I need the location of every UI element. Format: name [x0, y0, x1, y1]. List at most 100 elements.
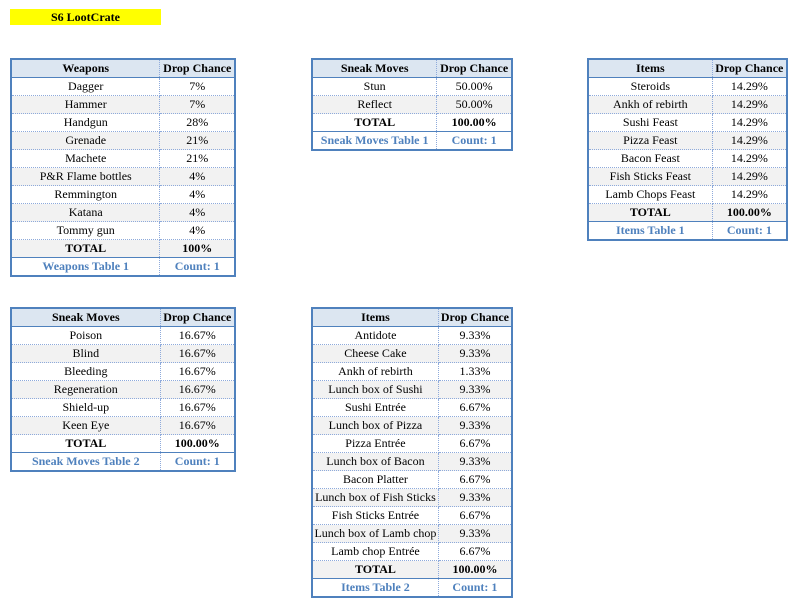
header-cell: Drop Chance [159, 58, 236, 78]
data-row: Machete 21% [10, 149, 236, 168]
footer-cell: Count: 1 [159, 452, 236, 472]
data-row: Hammer 7% [10, 95, 236, 114]
data-row: Steroids 14.29% [587, 77, 788, 96]
cell: 6.67% [437, 434, 513, 453]
data-row: Handgun 28% [10, 113, 236, 132]
cell: Machete [10, 149, 161, 168]
data-row: Cheese Cake 9.33% [311, 344, 513, 363]
cell: 4% [159, 185, 236, 204]
footer-cell: Count: 1 [159, 257, 236, 277]
total-cell: TOTAL [10, 239, 161, 258]
footer-cell: Count: 1 [436, 131, 513, 151]
drop-table: Sneak Moves Drop Chance Poison 16.67% Blind 1… [10, 307, 236, 472]
sheet-title: S6 LootCrate [10, 9, 161, 25]
cell: 14.29% [711, 77, 788, 96]
cell: 14.29% [711, 167, 788, 186]
cell: Sushi Entrée [311, 398, 439, 417]
cell: 16.67% [159, 362, 236, 381]
data-row: Remmington 4% [10, 185, 236, 204]
data-row: Bacon Feast 14.29% [587, 149, 788, 168]
data-row: Stun 50.00% [311, 77, 513, 96]
cell: 7% [159, 95, 236, 114]
header-cell: Drop Chance [159, 307, 236, 327]
cell: Lunch box of Sushi [311, 380, 439, 399]
header-row: Items Drop Chance [587, 58, 788, 78]
data-row: Pizza Entrée 6.67% [311, 434, 513, 453]
cell: 16.67% [159, 416, 236, 435]
data-row: Sushi Entrée 6.67% [311, 398, 513, 417]
data-row: Pizza Feast 14.29% [587, 131, 788, 150]
total-cell: 100.00% [711, 203, 788, 222]
cell: Keen Eye [10, 416, 161, 435]
data-row: Lunch box of Bacon 9.33% [311, 452, 513, 471]
header-cell: Drop Chance [711, 58, 788, 78]
data-row: Lunch box of Pizza 9.33% [311, 416, 513, 435]
header-cell: Sneak Moves [10, 307, 161, 327]
total-cell: TOTAL [311, 560, 439, 579]
footer-cell: Sneak Moves Table 1 [311, 131, 438, 151]
data-row: Blind 16.67% [10, 344, 236, 363]
total-row: TOTAL 100.00% [311, 560, 513, 579]
cell: Handgun [10, 113, 161, 132]
footer-cell: Weapons Table 1 [10, 257, 161, 277]
footer-cell: Sneak Moves Table 2 [10, 452, 161, 472]
cell: Remmington [10, 185, 161, 204]
cell: Fish Sticks Feast [587, 167, 713, 186]
cell: 14.29% [711, 131, 788, 150]
cell: 16.67% [159, 380, 236, 399]
cell: 50.00% [436, 95, 513, 114]
footer-row: Items Table 1 Count: 1 [587, 221, 788, 241]
cell: Tommy gun [10, 221, 161, 240]
header-row: Weapons Drop Chance [10, 58, 236, 78]
total-cell: TOTAL [587, 203, 713, 222]
cell: Poison [10, 326, 161, 345]
cell: 9.33% [437, 344, 513, 363]
drop-table: Items Drop Chance Antidote 9.33% Cheese Cake… [311, 307, 513, 598]
drop-table: Items Drop Chance Steroids 14.29% Ankh of re… [587, 58, 788, 241]
header-cell: Weapons [10, 58, 161, 78]
cell: Lamb chop Entrée [311, 542, 439, 561]
data-row: Katana 4% [10, 203, 236, 222]
cell: Stun [311, 77, 438, 96]
cell: Dagger [10, 77, 161, 96]
data-row: Ankh of rebirth 1.33% [311, 362, 513, 381]
footer-cell: Count: 1 [711, 221, 788, 241]
footer-cell: Count: 1 [437, 578, 513, 598]
total-cell: TOTAL [311, 113, 438, 132]
cell: 14.29% [711, 185, 788, 204]
cell: Blind [10, 344, 161, 363]
total-row: TOTAL 100% [10, 239, 236, 258]
footer-cell: Items Table 2 [311, 578, 439, 598]
footer-row: Sneak Moves Table 2 Count: 1 [10, 452, 236, 472]
cell: 6.67% [437, 398, 513, 417]
cell: Shield-up [10, 398, 161, 417]
cell: 4% [159, 221, 236, 240]
cell: Pizza Entrée [311, 434, 439, 453]
total-cell: 100.00% [436, 113, 513, 132]
header-cell: Items [587, 58, 713, 78]
cell: 9.33% [437, 524, 513, 543]
cell: 6.67% [437, 506, 513, 525]
cell: Antidote [311, 326, 439, 345]
footer-row: Weapons Table 1 Count: 1 [10, 257, 236, 277]
cell: Ankh of rebirth [587, 95, 713, 114]
cell: 9.33% [437, 416, 513, 435]
data-row: Grenade 21% [10, 131, 236, 150]
data-row: Shield-up 16.67% [10, 398, 236, 417]
cell: 14.29% [711, 95, 788, 114]
cell: Bacon Feast [587, 149, 713, 168]
data-row: Lunch box of Fish Sticks 9.33% [311, 488, 513, 507]
cell: Lunch box of Lamb chop [311, 524, 439, 543]
cell: Fish Sticks Entrée [311, 506, 439, 525]
total-cell: 100% [159, 239, 236, 258]
cell: Lunch box of Pizza [311, 416, 439, 435]
cell: Katana [10, 203, 161, 222]
header-cell: Drop Chance [437, 307, 513, 327]
data-row: Lunch box of Lamb chop 9.33% [311, 524, 513, 543]
cell: 1.33% [437, 362, 513, 381]
total-cell: 100.00% [437, 560, 513, 579]
cell: 6.67% [437, 470, 513, 489]
cell: Pizza Feast [587, 131, 713, 150]
drop-table: Weapons Drop Chance Dagger 7% Hammer 7% Handgu… [10, 58, 236, 277]
